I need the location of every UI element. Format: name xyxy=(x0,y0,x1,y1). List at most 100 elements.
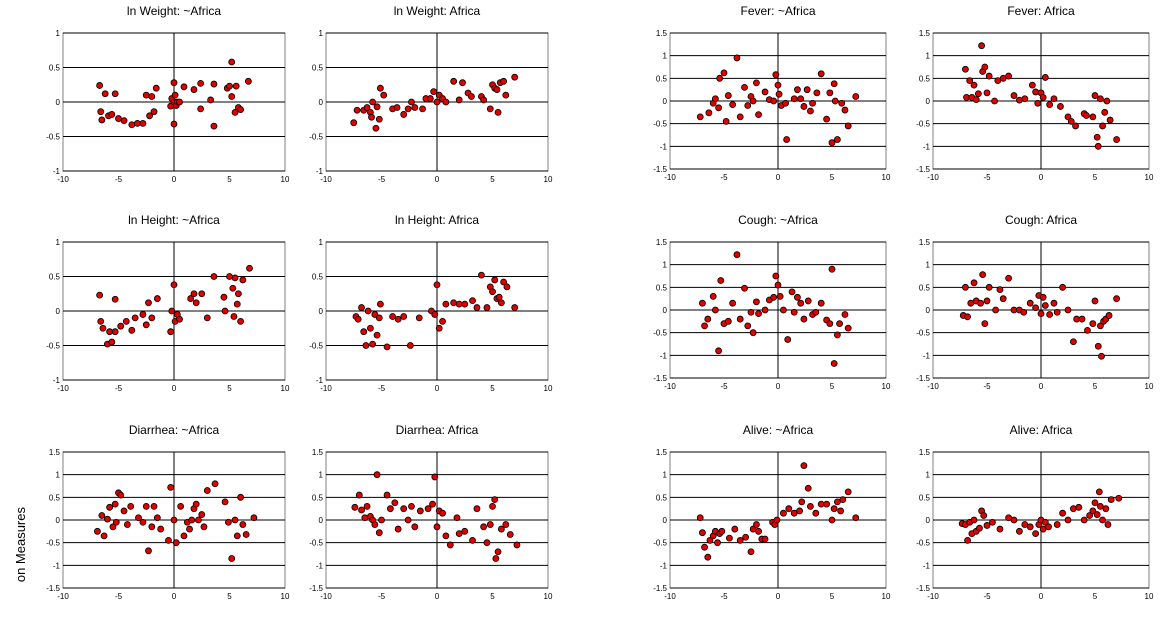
data-point xyxy=(244,77,252,85)
data-point xyxy=(233,300,241,308)
y-tick-label: -1.5 xyxy=(46,584,60,593)
data-point xyxy=(489,288,496,296)
data-point xyxy=(354,315,362,323)
data-point xyxy=(207,96,215,104)
y-tick-label: -1 xyxy=(923,561,931,570)
data-point xyxy=(442,98,450,106)
data-point xyxy=(699,299,706,307)
data-point xyxy=(513,541,521,549)
x-tick-label: 10 xyxy=(281,384,290,393)
x-tick-label: 10 xyxy=(882,592,891,601)
data-point xyxy=(383,343,391,351)
y-tick-label: 1 xyxy=(319,471,324,480)
y-tick-label: 1.5 xyxy=(919,448,931,457)
x-tick-label: -5 xyxy=(115,592,123,601)
x-tick-label: -10 xyxy=(664,173,676,182)
x-tick-label: 10 xyxy=(882,173,891,182)
data-point xyxy=(96,82,104,89)
data-point xyxy=(773,516,781,524)
data-point xyxy=(1105,312,1113,319)
data-point xyxy=(979,271,987,279)
x-tick-label: 0 xyxy=(172,384,177,393)
data-point xyxy=(150,502,158,510)
data-point xyxy=(165,537,172,544)
chart-title: Cough: ~Africa xyxy=(738,213,818,227)
data-point xyxy=(197,79,205,87)
data-point xyxy=(755,111,762,118)
y-tick-label: -1.5 xyxy=(916,165,930,174)
data-point xyxy=(453,514,461,522)
data-point xyxy=(722,118,730,125)
data-point xyxy=(1059,283,1066,291)
data-point xyxy=(749,97,757,105)
data-point xyxy=(1084,326,1091,334)
data-point xyxy=(190,86,198,93)
data-point xyxy=(1103,97,1111,105)
data-point xyxy=(237,493,245,501)
data-point xyxy=(106,503,114,511)
data-point xyxy=(1082,112,1090,119)
y-tick-label: -1.5 xyxy=(653,584,667,593)
data-point xyxy=(812,509,820,517)
data-point xyxy=(830,80,838,88)
data-point xyxy=(170,120,178,128)
data-point xyxy=(972,96,980,104)
x-tick-label: -10 xyxy=(320,175,332,184)
data-point xyxy=(231,108,239,116)
x-tick-label: -10 xyxy=(664,592,676,601)
data-point xyxy=(834,136,841,143)
chart-title: Alive: Africa xyxy=(1010,423,1073,437)
data-point xyxy=(373,331,381,339)
data-point xyxy=(1089,320,1097,328)
data-point xyxy=(111,500,119,508)
data-point xyxy=(981,63,989,71)
data-point xyxy=(798,498,806,506)
data-point xyxy=(1050,299,1058,307)
x-tick-label: 0 xyxy=(776,382,781,391)
data-point xyxy=(180,532,188,540)
data-point xyxy=(400,505,408,513)
data-point xyxy=(1106,116,1114,124)
data-point xyxy=(358,506,365,514)
data-point xyxy=(494,548,502,556)
data-point xyxy=(736,315,744,323)
data-point xyxy=(1005,72,1012,80)
data-point xyxy=(127,502,135,510)
x-tick-label: 10 xyxy=(1145,592,1154,601)
data-point xyxy=(98,116,106,124)
y-tick-label: -1 xyxy=(53,561,61,570)
data-point xyxy=(983,522,991,529)
data-point xyxy=(1094,342,1102,350)
data-point xyxy=(233,532,241,540)
data-point xyxy=(1075,503,1083,511)
data-point xyxy=(753,298,760,306)
data-point xyxy=(380,91,388,99)
data-point xyxy=(400,313,408,320)
data-point xyxy=(362,342,370,349)
data-point xyxy=(486,105,494,113)
chart-title: ln Height: ~Africa xyxy=(128,213,220,227)
data-point xyxy=(1046,311,1054,318)
y-tick-label: 0 xyxy=(926,97,931,106)
data-point xyxy=(747,308,755,316)
data-point xyxy=(406,342,414,349)
data-point xyxy=(148,93,156,100)
x-tick-label: 10 xyxy=(544,592,553,601)
y-tick-label: -0.5 xyxy=(46,133,60,142)
data-point xyxy=(1010,92,1018,99)
y-tick-label: -1 xyxy=(660,142,668,151)
data-point xyxy=(809,99,816,107)
data-point xyxy=(369,98,377,106)
data-point xyxy=(1053,521,1061,528)
data-point xyxy=(439,317,446,325)
data-point xyxy=(978,42,985,50)
y-tick-label: 0 xyxy=(56,98,61,107)
scatter-chart: ln Height: ~Africa -1 -0.5 0 0.5 1 -10 -5 0 5 10 xyxy=(46,213,290,393)
data-point xyxy=(1094,142,1102,150)
data-point xyxy=(146,112,153,120)
data-point xyxy=(790,308,798,316)
data-point xyxy=(210,273,218,280)
x-tick-label: -5 xyxy=(983,173,991,182)
data-point xyxy=(391,499,399,507)
x-tick-label: -5 xyxy=(378,592,386,601)
